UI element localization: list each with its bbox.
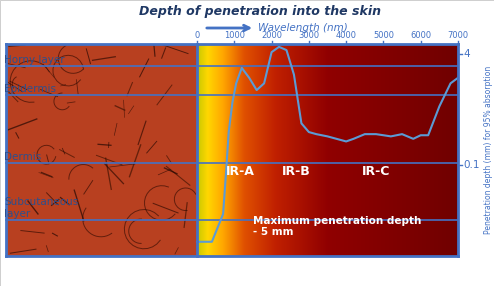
Text: Epidermis: Epidermis (4, 84, 56, 94)
Text: IR-A: IR-A (225, 165, 254, 178)
Text: IR-B: IR-B (282, 165, 310, 178)
Text: Maximum penetration depth
- 5 mm: Maximum penetration depth - 5 mm (253, 216, 421, 237)
Text: 7000: 7000 (448, 31, 469, 40)
Bar (6, 44, 197, 256)
Text: Horny layer: Horny layer (4, 55, 65, 65)
Text: 5000: 5000 (373, 31, 394, 40)
Text: 0: 0 (194, 31, 200, 40)
Text: 6000: 6000 (410, 31, 431, 40)
Text: 4000: 4000 (335, 31, 357, 40)
Text: IR-C: IR-C (362, 165, 390, 178)
Text: Depth of penetration into the skin: Depth of penetration into the skin (139, 5, 381, 19)
Text: 0.1: 0.1 (463, 160, 480, 170)
Text: 3000: 3000 (298, 31, 320, 40)
Text: 4: 4 (463, 49, 470, 59)
Text: 2000: 2000 (261, 31, 282, 40)
Text: Wavelength (nm): Wavelength (nm) (258, 23, 348, 33)
Text: Subcutaneous
layer: Subcutaneous layer (4, 197, 78, 219)
Text: Dermis: Dermis (4, 152, 41, 162)
Text: Penetration depth (mm) for 95% absorption: Penetration depth (mm) for 95% absorptio… (484, 66, 493, 234)
Text: 1000: 1000 (224, 31, 245, 40)
